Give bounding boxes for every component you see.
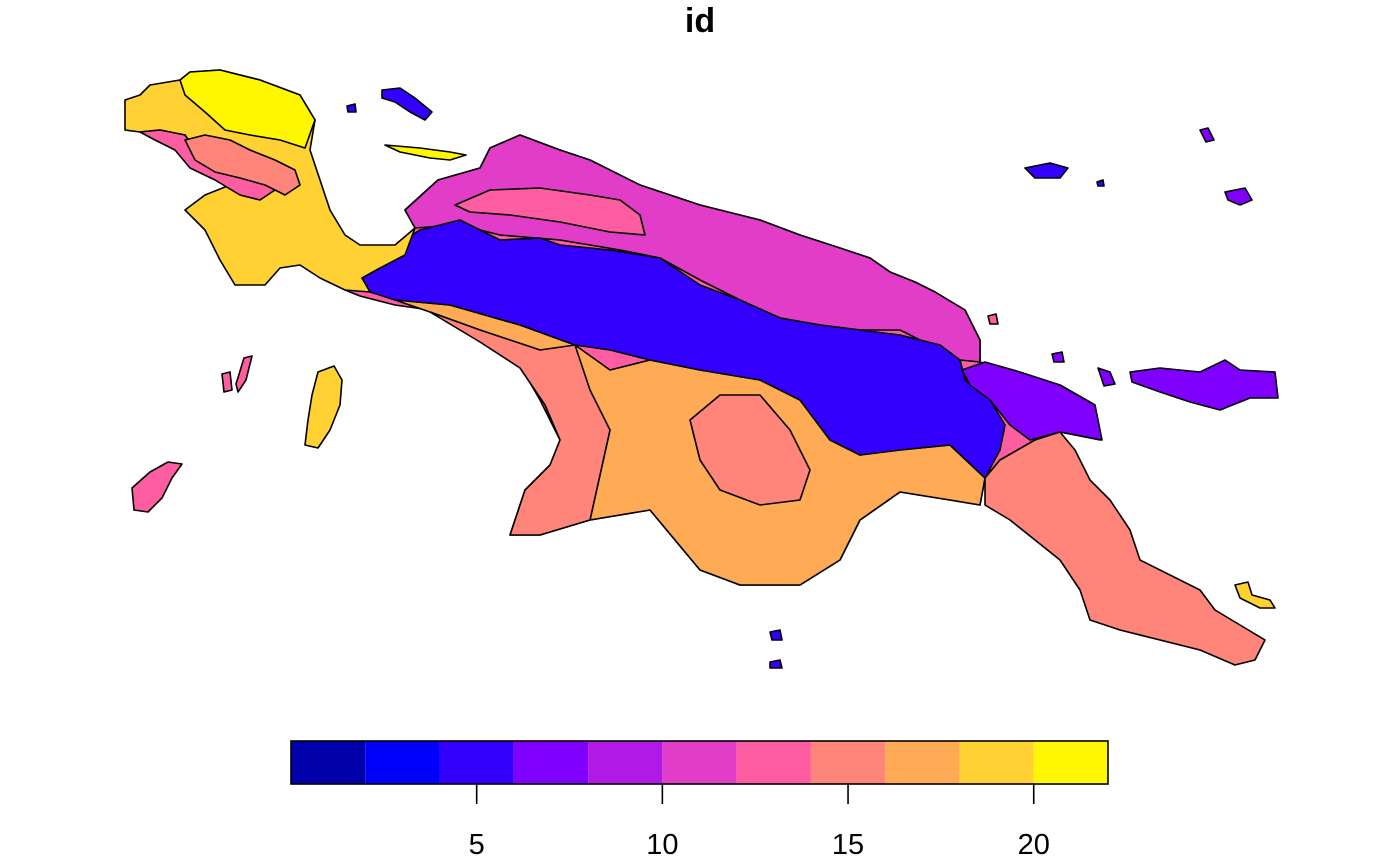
island-tiny-2 bbox=[346, 103, 357, 113]
region-zone-15-south bbox=[689, 394, 811, 506]
island-yellow-strip bbox=[384, 144, 467, 161]
legend-bin bbox=[365, 741, 440, 784]
island-blue-south-2 bbox=[769, 659, 783, 669]
island-purple-small bbox=[1097, 367, 1116, 387]
map-regions bbox=[124, 69, 1279, 669]
legend-bin bbox=[588, 741, 663, 784]
island-purple-dot bbox=[1051, 351, 1065, 363]
legend-bin bbox=[439, 741, 514, 784]
island-yellow-west bbox=[304, 365, 343, 449]
island-navy-tiny-1 bbox=[1096, 179, 1105, 187]
region-zone-15-papua bbox=[984, 431, 1266, 666]
legend-bin bbox=[662, 741, 737, 784]
legend-bin bbox=[810, 741, 886, 784]
island-yellow-se bbox=[1234, 581, 1276, 609]
region-zone-13-north bbox=[454, 187, 646, 236]
island-purple-2 bbox=[1199, 127, 1215, 143]
region-zone-15-birdshead bbox=[184, 134, 301, 196]
island-magenta-dot bbox=[987, 313, 999, 325]
legend-bin bbox=[885, 741, 960, 784]
legend-tick-label: 5 bbox=[469, 829, 485, 861]
map-title: id bbox=[684, 2, 716, 40]
island-purple-east bbox=[1129, 359, 1279, 411]
island-blue-north bbox=[381, 87, 433, 121]
region-zone-15-south bbox=[429, 311, 611, 536]
legend-bin bbox=[1033, 741, 1108, 784]
legend-bin bbox=[291, 741, 366, 784]
region-zone-21-birdshead bbox=[179, 69, 316, 149]
legend-ticks: 5 10 15 20 bbox=[469, 784, 1050, 861]
legend-bin bbox=[513, 741, 589, 784]
legend-tick-label: 15 bbox=[832, 829, 864, 861]
island-purple-1 bbox=[1224, 187, 1253, 206]
region-zone-7-east bbox=[961, 361, 1103, 441]
island-navy-sw bbox=[131, 461, 183, 513]
island-navy-west-1 bbox=[221, 371, 233, 393]
legend-frame bbox=[290, 740, 1109, 785]
color-legend: 5 10 15 20 bbox=[290, 740, 1109, 861]
legend-bin bbox=[736, 741, 811, 784]
region-zone-5-highlands bbox=[361, 219, 1006, 479]
legend-bin bbox=[959, 741, 1034, 784]
island-blue-south-1 bbox=[769, 629, 783, 641]
island-navy-west-2 bbox=[235, 355, 253, 393]
legend-tick-label: 10 bbox=[646, 829, 678, 861]
legend-bins bbox=[291, 741, 1108, 784]
legend-tick-label: 20 bbox=[1018, 829, 1050, 861]
island-navy-ne bbox=[1024, 162, 1069, 179]
